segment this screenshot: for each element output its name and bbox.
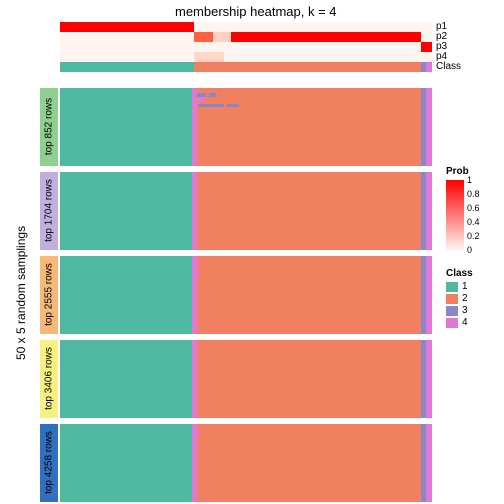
segment: [194, 424, 421, 502]
class-swatch-label: 1: [462, 281, 468, 292]
segment: [194, 32, 213, 42]
segment: [60, 42, 421, 52]
class-legend-title: Class: [446, 268, 473, 279]
panel-label: top 3406 rows: [44, 339, 55, 419]
overlay: [192, 424, 196, 502]
y-axis-label: 50 x 5 random samplings: [14, 226, 28, 360]
segment: [231, 32, 421, 42]
panel-label: top 2555 rows: [44, 255, 55, 335]
prob-tick: 1: [467, 175, 472, 185]
class-swatch: [446, 282, 458, 292]
segment: [213, 32, 232, 42]
prob-gradient: [446, 180, 464, 250]
class-swatch-label: 4: [462, 317, 468, 328]
segment: [194, 256, 421, 334]
segment: [421, 42, 432, 52]
segment: [194, 52, 224, 62]
segment: [426, 88, 432, 166]
segment: [60, 424, 194, 502]
heatmap-panel: [60, 88, 432, 166]
prob-tick: 0.4: [467, 217, 480, 227]
prob-tick: 0: [467, 245, 472, 255]
prob-tick: 0.6: [467, 203, 480, 213]
segment: [60, 52, 194, 62]
heatmap-panel: [60, 172, 432, 250]
segment: [421, 32, 432, 42]
prob-legend-title: Prob: [446, 166, 469, 177]
segment: [194, 62, 421, 72]
panel-label: top 1704 rows: [44, 171, 55, 251]
segment: [426, 424, 432, 502]
segment: [60, 172, 194, 250]
overlay: [197, 260, 199, 265]
segment: [194, 340, 421, 418]
segment: [194, 22, 432, 32]
top-annotation-rows: [60, 22, 432, 72]
segment: [60, 32, 194, 42]
class-swatch: [446, 294, 458, 304]
heatmap-panel: [60, 256, 432, 334]
overlay: [197, 272, 199, 277]
overlay: [198, 104, 224, 108]
overlay: [192, 256, 196, 334]
segment: [60, 88, 194, 166]
panel-label: top 4258 rows: [44, 423, 55, 503]
segment: [60, 340, 194, 418]
segment: [426, 62, 432, 72]
segment: [60, 22, 194, 32]
segment: [224, 52, 432, 62]
segment: [60, 62, 194, 72]
overlay: [227, 104, 238, 108]
segment: [426, 340, 432, 418]
row-label: Class: [436, 61, 461, 72]
overlay: [192, 340, 196, 418]
panel-label: top 852 rows: [44, 87, 55, 167]
overlay: [198, 97, 205, 102]
overlay: [197, 430, 199, 436]
segment: [426, 256, 432, 334]
heatmap-panel: [60, 340, 432, 418]
segment: [194, 88, 421, 166]
class-swatch: [446, 318, 458, 328]
page-title: membership heatmap, k = 4: [175, 4, 337, 19]
overlay: [192, 172, 196, 250]
prob-tick: 0.2: [467, 231, 480, 241]
overlay: [192, 88, 196, 166]
prob-tick: 0.8: [467, 189, 480, 199]
segment: [426, 172, 432, 250]
segment: [60, 256, 194, 334]
class-swatch-label: 2: [462, 293, 468, 304]
heatmap-panel: [60, 424, 432, 502]
class-swatch-label: 3: [462, 305, 468, 316]
segment: [194, 172, 421, 250]
overlay: [209, 93, 216, 98]
class-swatch: [446, 306, 458, 316]
